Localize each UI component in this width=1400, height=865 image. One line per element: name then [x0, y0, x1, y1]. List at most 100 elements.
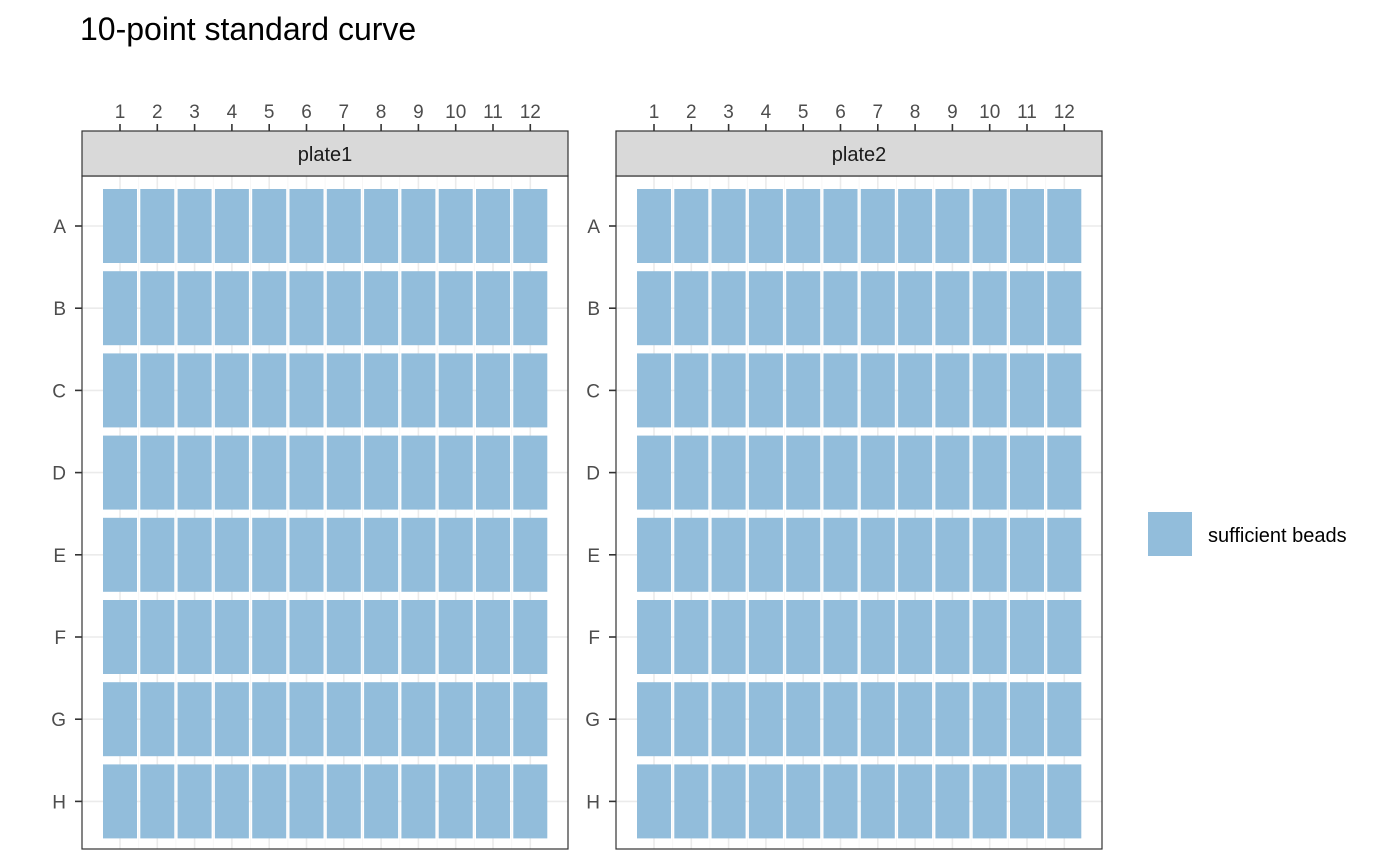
well-tile-H9	[401, 764, 436, 839]
well-tile-F12	[513, 600, 548, 674]
well-tile-D9	[401, 435, 436, 510]
well-tile-C6	[823, 353, 858, 428]
x-tick-label: 10	[979, 102, 1000, 123]
well-tile-G12	[513, 682, 548, 757]
well-tile-A1	[103, 189, 137, 263]
well-tile-H3	[177, 764, 212, 839]
y-tick-label: C	[586, 381, 600, 402]
well-tile-A3	[711, 189, 746, 263]
well-tile-B10	[972, 271, 1007, 346]
well-tile-F2	[140, 600, 175, 674]
well-tile-D10	[438, 435, 473, 510]
well-tile-A9	[935, 189, 970, 263]
x-tick-label: 4	[227, 102, 238, 123]
well-tile-F3	[177, 600, 212, 674]
well-tile-A2	[140, 189, 175, 263]
well-tile-H4	[214, 764, 249, 839]
well-tile-F6	[823, 600, 858, 674]
well-tile-F8	[898, 600, 933, 674]
well-tile-A6	[289, 189, 324, 263]
well-tile-H10	[438, 764, 473, 839]
well-tile-A4	[214, 189, 249, 263]
well-tile-C4	[748, 353, 783, 428]
y-tick-label: F	[588, 628, 600, 649]
well-tile-E3	[711, 517, 746, 592]
well-tile-E7	[860, 517, 895, 592]
x-tick-label: 11	[1017, 102, 1037, 123]
well-tile-F3	[711, 600, 746, 674]
well-tile-A12	[1047, 189, 1082, 263]
well-tile-A10	[438, 189, 473, 263]
well-tile-B6	[289, 271, 324, 346]
well-tile-F2	[674, 600, 709, 674]
well-tile-C3	[711, 353, 746, 428]
well-tile-D12	[1047, 435, 1082, 510]
well-tile-B9	[935, 271, 970, 346]
x-tick-label: 2	[152, 102, 163, 123]
x-tick-label: 6	[835, 102, 846, 123]
well-tile-G3	[177, 682, 212, 757]
well-tile-G3	[711, 682, 746, 757]
well-tile-F4	[748, 600, 783, 674]
well-tile-H4	[748, 764, 783, 839]
x-tick-label: 1	[649, 102, 660, 123]
well-tile-H7	[326, 764, 361, 839]
well-tile-H8	[364, 764, 399, 839]
well-tile-G8	[898, 682, 933, 757]
well-tile-D6	[823, 435, 858, 510]
y-tick-label: A	[587, 217, 600, 238]
well-tile-G9	[935, 682, 970, 757]
well-tile-D1	[103, 435, 137, 510]
well-tile-D8	[364, 435, 399, 510]
well-tile-G5	[252, 682, 287, 757]
well-tile-E10	[438, 517, 473, 592]
y-tick-label: H	[586, 792, 600, 813]
well-tile-C11	[476, 353, 510, 428]
y-tick-label: A	[53, 217, 66, 238]
well-tile-E2	[674, 517, 709, 592]
x-tick-label: 5	[798, 102, 809, 123]
well-tile-D5	[786, 435, 821, 510]
well-tile-D7	[860, 435, 895, 510]
well-tile-A8	[898, 189, 933, 263]
well-tile-B5	[786, 271, 821, 346]
well-tile-A12	[513, 189, 548, 263]
x-tick-label: 4	[761, 102, 772, 123]
well-tile-A11	[1010, 189, 1044, 263]
x-tick-label: 8	[376, 102, 387, 123]
well-tile-B3	[177, 271, 212, 346]
x-tick-label: 2	[686, 102, 697, 123]
well-tile-G4	[214, 682, 249, 757]
well-tile-B2	[140, 271, 175, 346]
well-tile-E8	[898, 517, 933, 592]
well-tile-H3	[711, 764, 746, 839]
well-tile-F10	[972, 600, 1007, 674]
well-tile-C4	[214, 353, 249, 428]
well-tile-B8	[364, 271, 399, 346]
well-tile-A5	[252, 189, 287, 263]
well-tile-E12	[1047, 517, 1082, 592]
well-tile-E4	[748, 517, 783, 592]
well-tile-B8	[898, 271, 933, 346]
x-tick-label: 5	[264, 102, 275, 123]
y-tick-label: G	[585, 710, 600, 731]
well-tile-A6	[823, 189, 858, 263]
well-tile-F11	[1010, 600, 1044, 674]
well-tile-A5	[786, 189, 821, 263]
well-tile-E5	[252, 517, 287, 592]
well-tile-B11	[476, 271, 510, 346]
well-tile-D7	[326, 435, 361, 510]
well-tile-D2	[140, 435, 175, 510]
well-tile-D12	[513, 435, 548, 510]
well-tile-D1	[637, 435, 671, 510]
well-tile-G11	[1010, 682, 1044, 757]
well-tile-F1	[103, 600, 137, 674]
well-tile-G2	[140, 682, 175, 757]
well-tile-A4	[748, 189, 783, 263]
well-tile-B2	[674, 271, 709, 346]
well-tile-G12	[1047, 682, 1082, 757]
x-tick-label: 7	[873, 102, 884, 123]
well-tile-G6	[289, 682, 324, 757]
well-tile-G9	[401, 682, 436, 757]
